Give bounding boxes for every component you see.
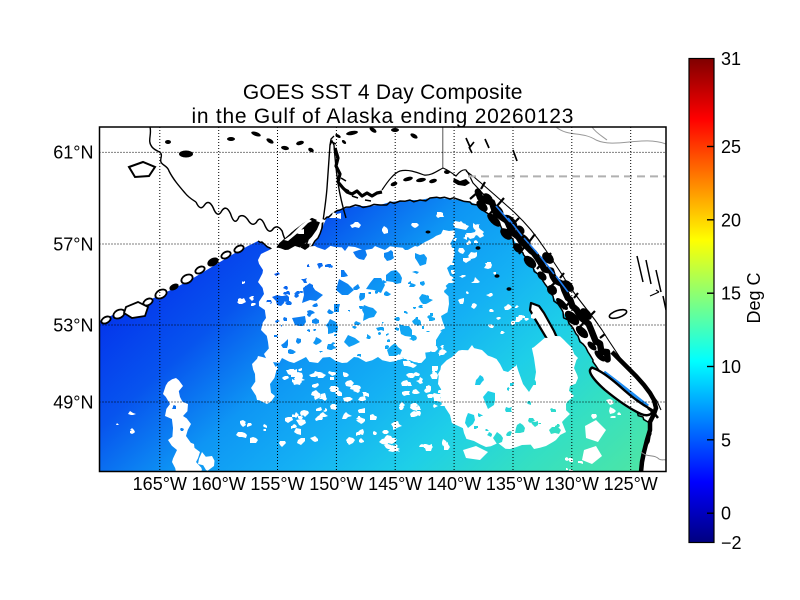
svg-text:Deg C: Deg C: [744, 272, 764, 323]
svg-text:135°W: 135°W: [486, 474, 540, 494]
svg-text:125°W: 125°W: [604, 474, 658, 494]
svg-text:61°N: 61°N: [53, 143, 93, 163]
svg-text:−2: −2: [721, 533, 742, 553]
svg-text:49°N: 49°N: [53, 392, 93, 412]
svg-text:in the Gulf of Alaska ending 2: in the Gulf of Alaska ending 20260123: [191, 105, 574, 128]
svg-text:130°W: 130°W: [545, 474, 599, 494]
svg-text:20: 20: [721, 210, 741, 230]
svg-text:150°W: 150°W: [309, 474, 363, 494]
svg-text:5: 5: [721, 430, 731, 450]
svg-text:140°W: 140°W: [427, 474, 481, 494]
svg-text:10: 10: [721, 357, 741, 377]
svg-text:155°W: 155°W: [250, 474, 304, 494]
svg-text:31: 31: [721, 49, 741, 69]
svg-text:25: 25: [721, 137, 741, 157]
svg-text:57°N: 57°N: [53, 234, 93, 254]
svg-text:0: 0: [721, 504, 731, 524]
svg-text:15: 15: [721, 284, 741, 304]
svg-text:160°W: 160°W: [192, 474, 246, 494]
svg-text:165°W: 165°W: [133, 474, 187, 494]
svg-text:145°W: 145°W: [368, 474, 422, 494]
svg-text:GOES SST 4 Day Composite: GOES SST 4 Day Composite: [243, 81, 523, 104]
svg-text:53°N: 53°N: [53, 315, 93, 335]
